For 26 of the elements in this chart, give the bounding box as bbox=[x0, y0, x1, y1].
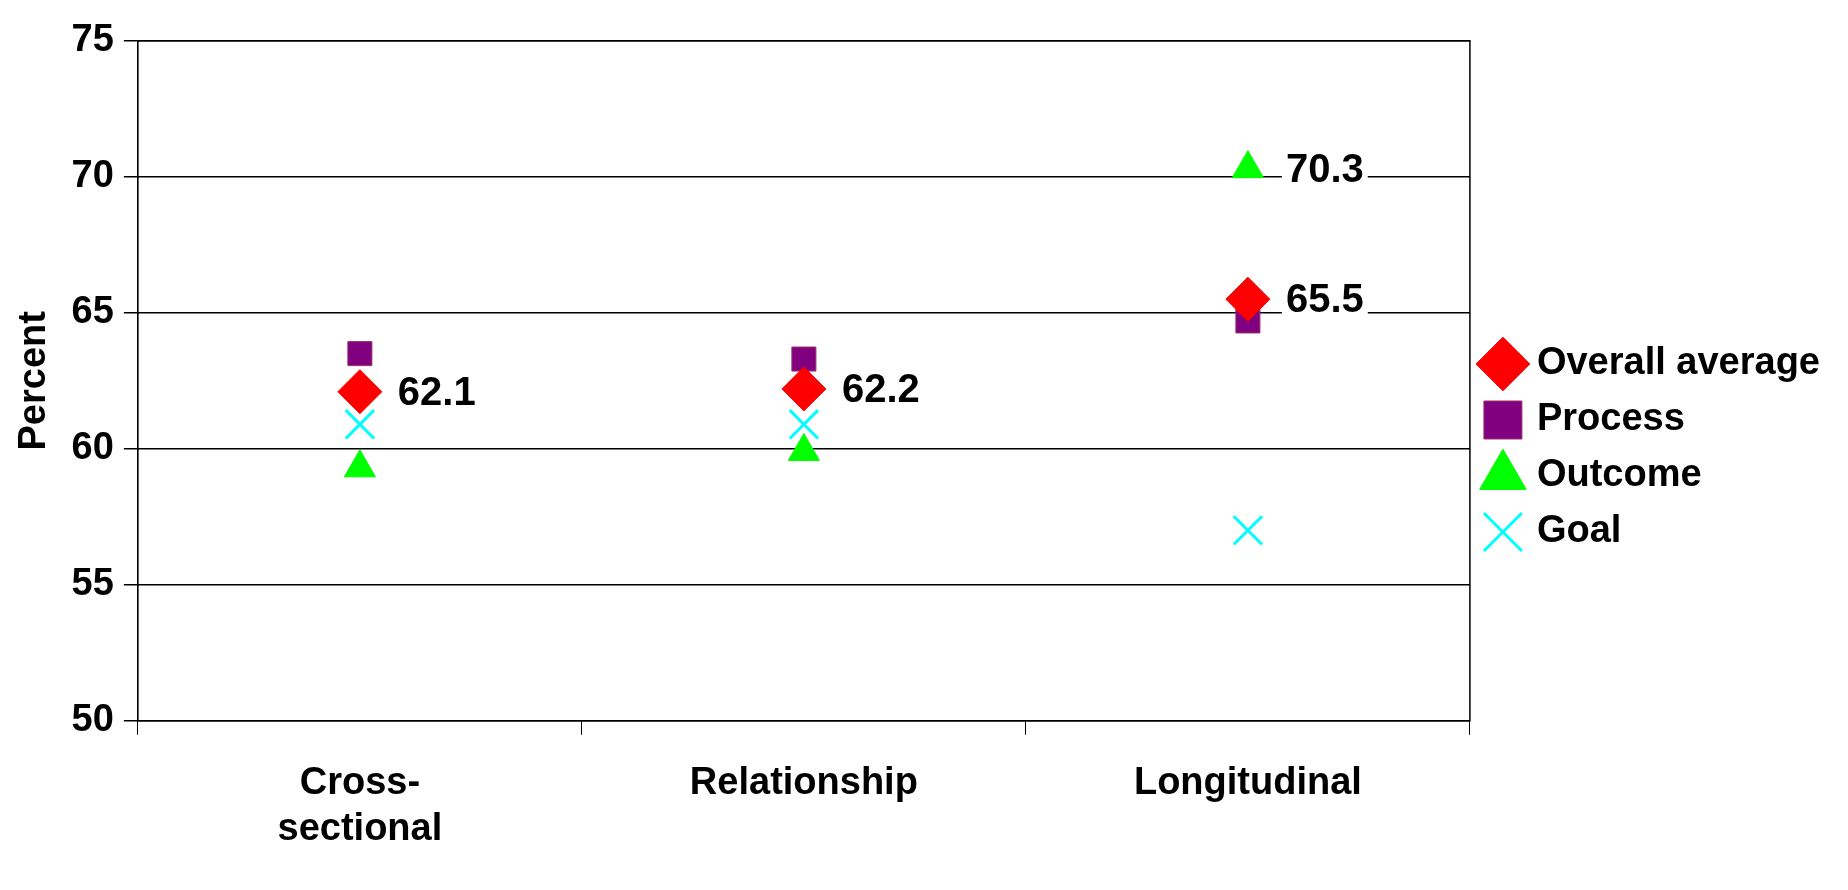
point bbox=[337, 369, 383, 415]
data-label: 70.3 bbox=[1285, 145, 1364, 190]
legend-label: Overall average bbox=[1536, 340, 1820, 383]
y-tick-label: 65 bbox=[71, 289, 114, 332]
point bbox=[347, 341, 373, 367]
point bbox=[1225, 276, 1271, 322]
point bbox=[791, 346, 817, 372]
x-tick-label: Longitudinal bbox=[1133, 760, 1362, 803]
point bbox=[344, 408, 376, 440]
y-tick-label: 60 bbox=[71, 425, 114, 468]
y-tick-label: 70 bbox=[71, 153, 114, 196]
point bbox=[1232, 514, 1264, 547]
point bbox=[781, 366, 827, 412]
x-tick-label: Relationship bbox=[689, 760, 918, 803]
y-tick-label: 75 bbox=[71, 17, 114, 60]
y-tick-label: 50 bbox=[71, 697, 114, 740]
data-label: 62.1 bbox=[397, 368, 476, 413]
legend-label: Goal bbox=[1536, 508, 1622, 551]
data-label: 62.2 bbox=[841, 365, 920, 410]
legend-label: Outcome bbox=[1536, 452, 1702, 495]
point bbox=[788, 408, 820, 440]
y-tick-label: 55 bbox=[71, 561, 114, 604]
y-axis-title: Percent bbox=[11, 310, 54, 451]
legend-label: Process bbox=[1536, 396, 1685, 439]
data-label: 65.5 bbox=[1285, 276, 1364, 321]
x-tick-label: Cross-sectional bbox=[277, 760, 443, 848]
